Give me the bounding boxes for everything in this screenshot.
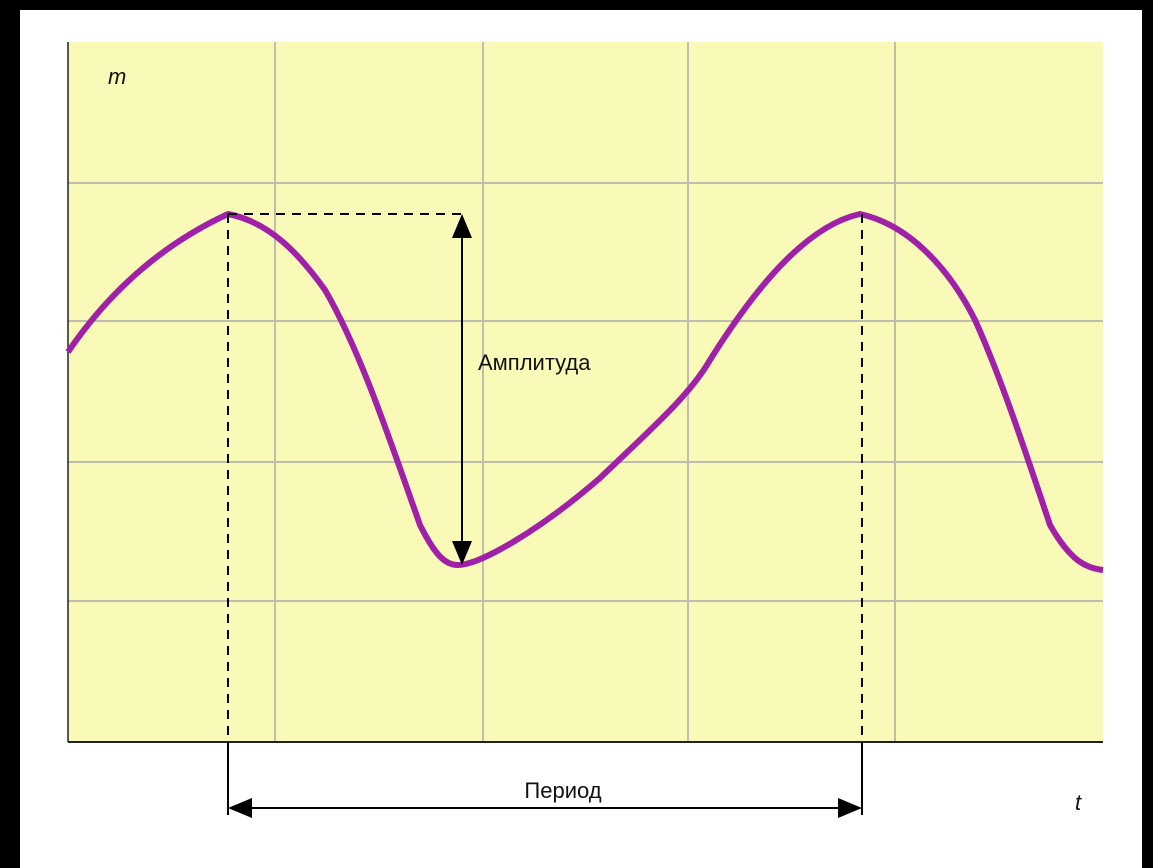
guides xyxy=(227,213,863,742)
plot-area xyxy=(68,42,1103,742)
x-label: t xyxy=(1075,790,1082,815)
period-label: Период xyxy=(524,778,601,803)
y-label: m xyxy=(108,64,126,89)
amplitude-label: Амплитуда xyxy=(478,350,591,375)
wave xyxy=(65,211,1104,573)
